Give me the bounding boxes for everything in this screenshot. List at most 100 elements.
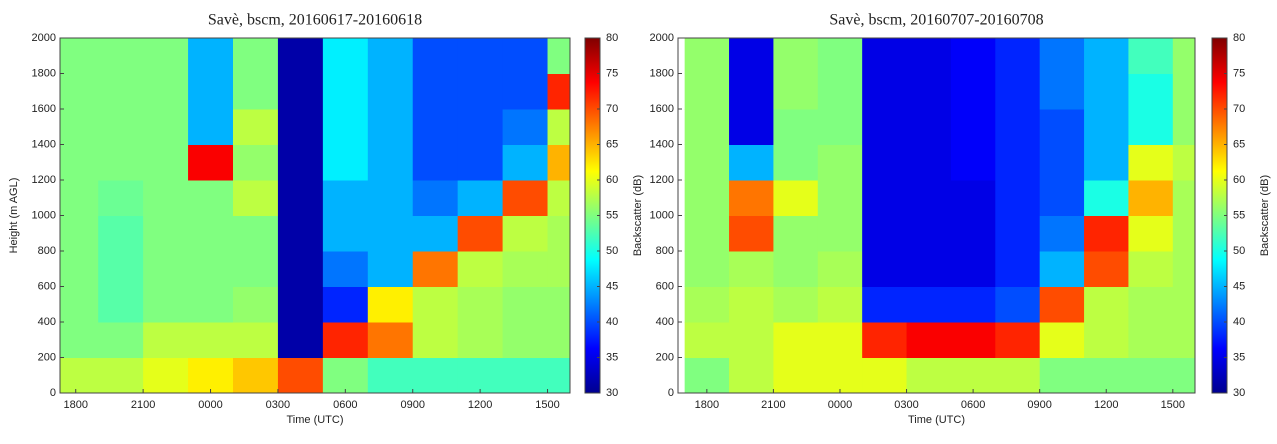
heatmap-cell — [232, 109, 279, 145]
heatmap-cell — [1172, 73, 1195, 110]
heatmap-cell — [773, 286, 819, 323]
heatmap-cell — [457, 251, 504, 287]
heatmap-cell — [1128, 73, 1174, 110]
heatmap-cell — [143, 144, 189, 181]
y-tick-label: 1000 — [32, 209, 56, 221]
colorbar-tick-label: 65 — [1233, 138, 1245, 150]
heatmap-cell — [277, 180, 324, 216]
heatmap-cell — [995, 38, 1041, 74]
heatmap-cell — [457, 109, 504, 145]
colorbar-tick-label: 30 — [1233, 387, 1245, 399]
heatmap-cell — [143, 73, 189, 110]
heatmap-cell — [457, 322, 504, 358]
heatmap-cell — [906, 251, 952, 287]
heatmap-cell — [98, 215, 144, 252]
heatmap-cell — [684, 286, 730, 323]
heatmap-cell — [950, 180, 996, 216]
heatmap-cell — [277, 357, 324, 393]
heatmap-cell — [547, 286, 570, 323]
heatmap-cell — [188, 286, 234, 323]
heatmap-cell — [322, 286, 369, 323]
x-tick-label: 0900 — [400, 399, 424, 411]
y-tick-label: 800 — [38, 245, 56, 257]
heatmap-cell — [1128, 357, 1174, 393]
heatmap-cell — [143, 215, 189, 252]
heatmap-cell — [98, 286, 144, 323]
heatmap-cell — [1128, 144, 1174, 181]
heatmap-cell — [729, 215, 774, 252]
heatmap-cell — [862, 251, 908, 287]
heatmap-cell — [1039, 215, 1085, 252]
heatmap-cell — [1172, 215, 1195, 252]
heatmap-cell — [729, 357, 774, 393]
heatmap-cell — [1128, 180, 1174, 216]
heatmap-cell — [322, 322, 369, 358]
heatmap-cell — [188, 322, 234, 358]
heatmap-cell — [367, 180, 414, 216]
heatmap-cell — [906, 38, 952, 74]
heatmap-cell — [322, 180, 369, 216]
heatmap-cell — [1084, 322, 1129, 358]
heatmap-cell — [188, 109, 234, 145]
heatmap-cell — [1039, 38, 1085, 74]
y-tick-label: 1400 — [32, 138, 56, 150]
heatmap-cell — [729, 251, 774, 287]
heatmap-cell — [322, 109, 369, 145]
heatmap-cell — [143, 357, 189, 393]
heatmap-cell — [995, 251, 1041, 287]
heatmap-cell — [412, 109, 459, 145]
heatmap-cell — [773, 251, 819, 287]
heatmap — [60, 38, 570, 393]
x-tick-label: 1800 — [695, 399, 719, 411]
colorbar-tick-label: 75 — [1233, 67, 1245, 79]
heatmap-cell — [457, 180, 504, 216]
heatmap-cell — [684, 109, 730, 145]
heatmap-cell — [1172, 38, 1195, 74]
heatmap-cell — [547, 73, 570, 110]
x-tick-label: 2100 — [131, 399, 155, 411]
colorbar-tick-label: 45 — [1233, 280, 1245, 292]
heatmap-cell — [950, 286, 996, 323]
y-axis-label: Height (m AGL) — [8, 178, 20, 254]
heatmap-cell — [773, 38, 819, 74]
heatmap-cell — [950, 73, 996, 110]
heatmap-cell — [457, 357, 504, 393]
heatmap-cell — [906, 357, 952, 393]
heatmap-cell — [1039, 286, 1085, 323]
heatmap-cell — [995, 215, 1041, 252]
heatmap-cell — [817, 109, 863, 145]
x-tick-label: 1500 — [1161, 399, 1185, 411]
heatmap-cell — [729, 144, 774, 181]
heatmap-cell — [412, 215, 459, 252]
heatmap-cell — [995, 73, 1041, 110]
heatmap-cell — [950, 109, 996, 145]
heatmap-cell — [232, 286, 279, 323]
heatmap-cell — [1128, 286, 1174, 323]
heatmap-cell — [1128, 38, 1174, 74]
heatmap-cell — [1039, 73, 1085, 110]
colorbar-label: Backscatter (dB) — [632, 175, 644, 256]
heatmap-cell — [98, 38, 144, 74]
heatmap-cell — [729, 109, 774, 145]
heatmap-cell — [188, 144, 234, 181]
heatmap-cell — [1039, 180, 1085, 216]
heatmap-cell — [412, 357, 459, 393]
heatmap-cell — [862, 180, 908, 216]
heatmap-cell — [232, 180, 279, 216]
heatmap-cell — [367, 109, 414, 145]
heatmap-cell — [502, 286, 549, 323]
heatmap-cell — [322, 215, 369, 252]
heatmap-cell — [995, 109, 1041, 145]
colorbar-tick-label: 60 — [1233, 174, 1245, 186]
y-tick-label: 2000 — [32, 32, 56, 44]
heatmap-cell — [547, 322, 570, 358]
colorbar-tick-label: 30 — [606, 387, 618, 399]
x-tick-label: 1800 — [63, 399, 87, 411]
heatmap-cell — [547, 357, 570, 393]
heatmap-cell — [277, 251, 324, 287]
y-tick-label: 400 — [38, 316, 56, 328]
heatmap-cell — [950, 251, 996, 287]
y-tick-label: 1600 — [650, 103, 674, 115]
heatmap-cell — [412, 73, 459, 110]
heatmap-cell — [995, 357, 1041, 393]
